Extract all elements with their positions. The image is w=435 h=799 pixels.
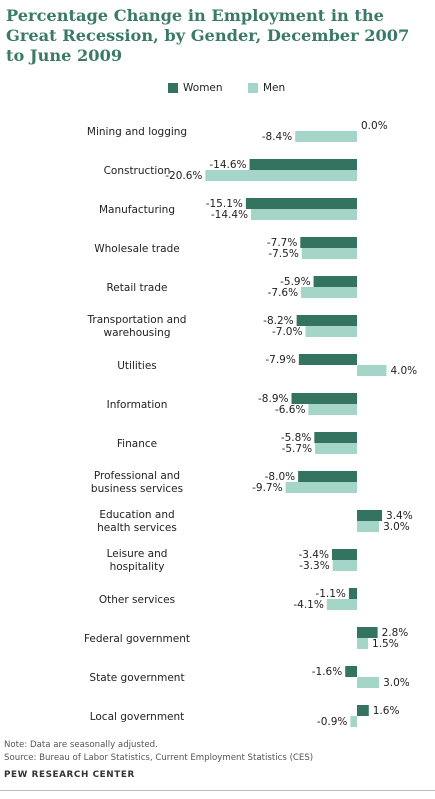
bar-men-leisure-and-hospitality xyxy=(332,560,357,571)
category-label-utilities: Utilities xyxy=(117,360,157,372)
bar-men-wholesale-trade xyxy=(301,248,357,259)
bar-men-professional-and-business-services xyxy=(285,482,357,493)
bar-women-other-services xyxy=(348,588,357,599)
value-label-women-other-services: -1.1% xyxy=(315,588,345,600)
category-label-leisure-and-hospitality: Leisure and hospitality xyxy=(107,548,168,573)
value-label-men-education-and-health-services: 3.0% xyxy=(383,521,410,533)
value-label-men-local-government: -0.9% xyxy=(317,716,347,728)
bar-women-federal-government xyxy=(357,627,378,638)
value-label-men-manufacturing: -14.4% xyxy=(211,209,248,221)
value-label-women-wholesale-trade: -7.7% xyxy=(267,237,297,249)
bar-women-finance xyxy=(314,432,357,443)
value-label-women-utilities: -7.9% xyxy=(265,354,295,366)
bar-women-transportation-and-warehousing xyxy=(296,315,357,326)
chart-notes: Note: Data are seasonally adjusted. Sour… xyxy=(4,739,313,765)
value-label-men-state-government: 3.0% xyxy=(383,677,410,689)
legend-label-men: Men xyxy=(263,82,286,94)
bottom-rule xyxy=(0,790,435,791)
bar-men-state-government xyxy=(357,677,380,688)
value-label-women-transportation-and-warehousing: -8.2% xyxy=(263,315,293,327)
legend-item-women: Women xyxy=(168,82,223,94)
bar-men-finance xyxy=(315,443,357,454)
category-label-education-and-health-services: Education and health services xyxy=(97,509,177,534)
value-label-women-state-government: -1.6% xyxy=(312,666,342,678)
category-label-mining-and-logging: Mining and logging xyxy=(87,126,187,138)
value-label-women-professional-and-business-services: -8.0% xyxy=(265,471,295,483)
value-label-men-transportation-and-warehousing: -7.0% xyxy=(272,326,302,338)
category-label-retail-trade: Retail trade xyxy=(106,282,167,294)
category-label-professional-and-business-services: Professional and business services xyxy=(91,470,183,495)
bar-men-manufacturing xyxy=(251,209,357,220)
bar-men-retail-trade xyxy=(301,287,357,298)
value-label-women-leisure-and-hospitality: -3.4% xyxy=(299,549,329,561)
value-label-women-education-and-health-services: 3.4% xyxy=(386,510,413,522)
value-label-men-retail-trade: -7.6% xyxy=(268,287,298,299)
bar-women-state-government xyxy=(345,666,357,677)
category-label-federal-government: Federal government xyxy=(84,633,190,645)
bar-men-other-services xyxy=(326,599,357,610)
value-label-men-wholesale-trade: -7.5% xyxy=(268,248,298,260)
value-label-men-professional-and-business-services: -9.7% xyxy=(252,482,282,494)
category-label-state-government: State government xyxy=(89,672,184,684)
legend-swatch-men xyxy=(248,83,258,93)
bar-women-retail-trade xyxy=(313,276,357,287)
note-text: Note: Data are seasonally adjusted. xyxy=(4,740,158,750)
value-label-women-construction: -14.6% xyxy=(209,159,246,171)
bar-women-wholesale-trade xyxy=(300,237,357,248)
value-label-women-information: -8.9% xyxy=(258,393,288,405)
bar-men-information xyxy=(308,404,357,415)
value-label-women-mining-and-logging: 0.0% xyxy=(361,120,388,132)
value-label-men-information: -6.6% xyxy=(275,404,305,416)
bar-women-leisure-and-hospitality xyxy=(331,549,357,560)
bar-women-local-government xyxy=(357,705,369,716)
value-label-men-other-services: -4.1% xyxy=(293,599,323,611)
value-label-women-retail-trade: -5.9% xyxy=(280,276,310,288)
bar-chart: Mining and logging 0.0%-8.4%Construction -… xyxy=(84,120,417,728)
legend-swatch-women xyxy=(168,83,178,93)
category-label-wholesale-trade: Wholesale trade xyxy=(94,243,179,255)
value-label-men-finance: -5.7% xyxy=(282,443,312,455)
category-label-other-services: Other services xyxy=(99,594,175,606)
bar-men-mining-and-logging xyxy=(295,131,357,142)
bar-women-information xyxy=(291,393,357,404)
category-label-construction: Construction xyxy=(104,165,171,177)
bar-men-federal-government xyxy=(357,638,369,649)
bar-women-manufacturing xyxy=(245,198,357,209)
value-label-men-leisure-and-hospitality: -3.3% xyxy=(299,560,329,572)
bar-men-education-and-health-services xyxy=(357,521,380,532)
source-text: Source: Bureau of Labor Statistics, Curr… xyxy=(4,753,314,763)
category-label-finance: Finance xyxy=(117,438,157,450)
category-label-manufacturing: Manufacturing xyxy=(99,204,175,216)
bar-women-education-and-health-services xyxy=(357,510,383,521)
value-label-men-construction: -20.6% xyxy=(165,170,202,182)
legend-label-women: Women xyxy=(183,82,223,94)
value-label-men-federal-government: 1.5% xyxy=(372,638,399,650)
bar-women-utilities xyxy=(298,354,357,365)
value-label-women-federal-government: 2.8% xyxy=(382,627,409,639)
brand-label: PEW RESEARCH CENTER xyxy=(4,770,135,780)
chart-title: Percentage Change in Employment in the G… xyxy=(6,6,410,65)
bar-men-utilities xyxy=(357,365,387,376)
category-label-local-government: Local government xyxy=(90,711,185,723)
bar-men-transportation-and-warehousing xyxy=(305,326,357,337)
category-label-information: Information xyxy=(107,399,168,411)
bar-men-local-government xyxy=(350,716,357,727)
value-label-women-local-government: 1.6% xyxy=(373,705,400,717)
bar-men-construction xyxy=(205,170,357,181)
bar-women-professional-and-business-services xyxy=(298,471,357,482)
category-label-transportation-and-warehousing: Transportation and warehousing xyxy=(87,314,187,339)
value-label-men-utilities: 4.0% xyxy=(390,365,417,377)
legend-item-men: Men xyxy=(248,82,285,94)
value-label-women-finance: -5.8% xyxy=(281,432,311,444)
value-label-women-manufacturing: -15.1% xyxy=(206,198,243,210)
value-label-men-mining-and-logging: -8.4% xyxy=(262,131,292,143)
bar-women-construction xyxy=(249,159,357,170)
